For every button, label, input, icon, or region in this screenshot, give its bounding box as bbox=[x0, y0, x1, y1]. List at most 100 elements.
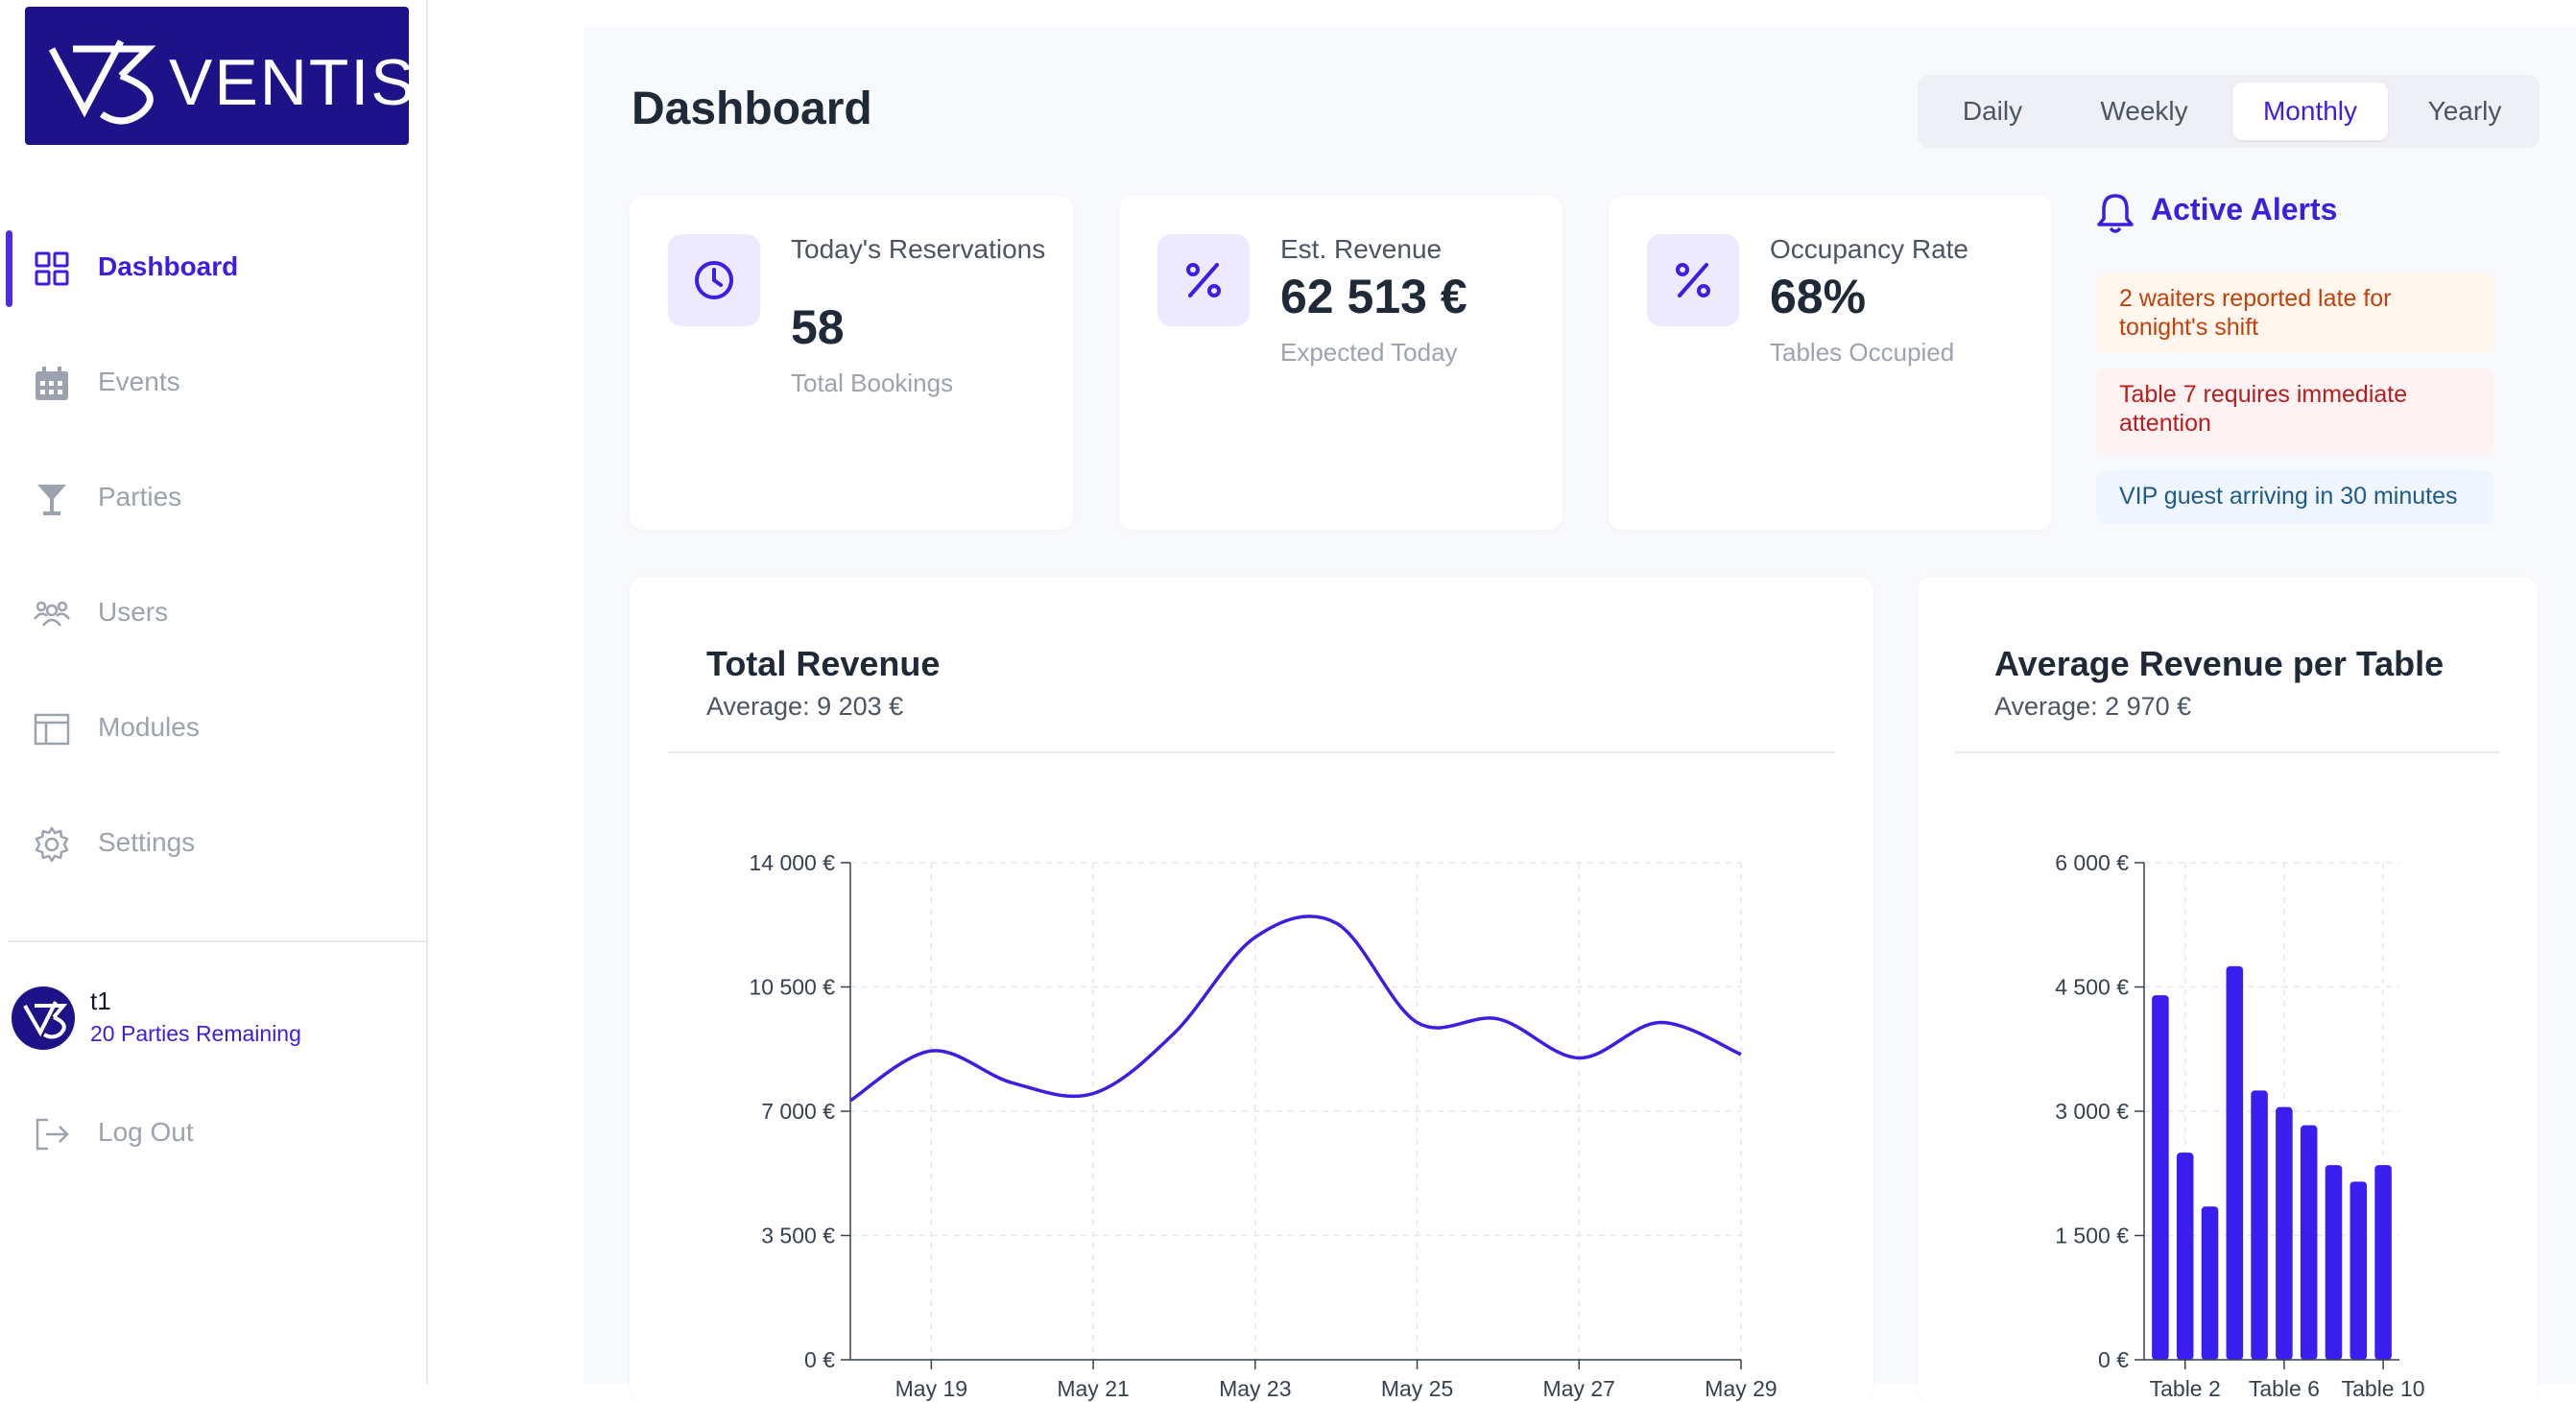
logo-mark-icon bbox=[23, 1001, 68, 1039]
sidebar-item-label: Users bbox=[98, 597, 169, 627]
alerts-title: Active Alerts bbox=[2151, 192, 2338, 226]
chart-divider bbox=[1956, 751, 2499, 753]
bar-table-10 bbox=[2374, 1165, 2392, 1360]
page-title: Dashboard bbox=[632, 83, 872, 134]
sidebar-item-label: Modules bbox=[98, 712, 200, 742]
stat-label: Est. Revenue bbox=[1280, 234, 1443, 264]
stat-label: Occupancy Rate bbox=[1770, 234, 1968, 264]
period-daily-button[interactable]: Daily bbox=[1962, 96, 2023, 126]
stat-value: 68% bbox=[1770, 270, 1867, 323]
y-tick-label: 10 500 € bbox=[749, 975, 835, 1000]
layout-icon bbox=[34, 713, 70, 746]
chart-divider bbox=[668, 751, 1835, 753]
brand-logo[interactable]: VENTIS bbox=[25, 7, 415, 145]
sidebar-item-label: Events bbox=[98, 367, 180, 396]
bar-table-2 bbox=[2176, 1152, 2194, 1360]
user-profile[interactable]: t1 20 Parties Remaining bbox=[12, 985, 415, 1052]
x-tick-label: Table 10 bbox=[2342, 1376, 2425, 1401]
stat-subtitle: Expected Today bbox=[1280, 338, 1458, 367]
percent-icon bbox=[1186, 263, 1221, 297]
y-tick-label: 6 000 € bbox=[2055, 850, 2129, 875]
chart-title: Average Revenue per Table bbox=[1994, 644, 2445, 683]
avg-revenue-table-card: Average Revenue per Table Average: 2 970… bbox=[1918, 577, 2538, 1402]
gear-icon bbox=[35, 826, 69, 863]
logout-button[interactable]: Log Out bbox=[0, 1096, 426, 1173]
y-tick-label: 4 500 € bbox=[2055, 975, 2129, 1000]
y-tick-label: 0 € bbox=[804, 1347, 835, 1372]
revenue-series-line bbox=[849, 915, 1742, 1103]
period-monthly-button[interactable]: Monthly bbox=[2232, 83, 2388, 140]
avg-revenue-table-chart: 6 000 € 4 500 € 3 000 € 1 500 € 0 € Table 2 Ta… bbox=[2055, 850, 2425, 1401]
chart-subtitle: Average: 2 970 € bbox=[1994, 692, 2192, 721]
calendar-icon bbox=[36, 367, 68, 400]
stat-card-reservations: Today's Reservations 58 Total Bookings bbox=[630, 196, 1073, 530]
y-tick-label: 7 000 € bbox=[761, 1099, 835, 1124]
y-tick-label: 14 000 € bbox=[749, 850, 835, 875]
sidebar-item-modules[interactable]: Modules bbox=[0, 691, 426, 768]
stat-value: 58 bbox=[791, 300, 845, 354]
logout-label: Log Out bbox=[98, 1117, 194, 1147]
x-tick-label: Table 2 bbox=[2150, 1376, 2221, 1401]
x-tick-label: May 23 bbox=[1219, 1376, 1291, 1401]
bell-icon bbox=[2097, 194, 2134, 233]
alert-item-danger[interactable]: Table 7 requires immediate attention bbox=[2096, 368, 2493, 455]
logout-icon bbox=[36, 1118, 69, 1151]
sidebar-item-label: Settings bbox=[98, 827, 196, 857]
main-content: Dashboard Daily Weekly Monthly Yearly To… bbox=[584, 27, 2576, 1402]
bar-table-4 bbox=[2226, 965, 2244, 1360]
bar-table-8 bbox=[2325, 1165, 2343, 1360]
total-revenue-chart: 14 000 € 10 500 € 7 000 € 3 500 € 0 € May 19 M… bbox=[749, 850, 1777, 1401]
user-name: t1 bbox=[90, 986, 111, 1015]
sidebar-item-label: Parties bbox=[98, 482, 182, 511]
stat-label: Today's Reservations bbox=[791, 234, 1046, 264]
total-revenue-card: Total Revenue Average: 9 203 € 14 000 €1… bbox=[630, 577, 1873, 1402]
stat-subtitle: Total Bookings bbox=[791, 368, 954, 397]
avatar bbox=[12, 986, 75, 1050]
x-tick-label: May 29 bbox=[1705, 1376, 1777, 1401]
active-indicator bbox=[6, 230, 12, 307]
bar-table-1 bbox=[2152, 995, 2169, 1360]
x-tick-label: Table 6 bbox=[2249, 1376, 2320, 1401]
period-weekly-button[interactable]: Weekly bbox=[2100, 96, 2188, 126]
x-tick-label: May 27 bbox=[1543, 1376, 1615, 1401]
stat-value: 62 513 € bbox=[1280, 270, 1467, 323]
chart-subtitle: Average: 9 203 € bbox=[706, 692, 904, 721]
logo-mark-icon bbox=[48, 39, 156, 125]
alert-item-warning[interactable]: 2 waiters reported late for tonight's sh… bbox=[2096, 273, 2493, 353]
bar-table-6 bbox=[2276, 1106, 2293, 1360]
sidebar-item-users[interactable]: Users bbox=[0, 576, 426, 653]
sidebar-item-settings[interactable]: Settings bbox=[0, 806, 426, 883]
stat-card-revenue: Est. Revenue 62 513 € Expected Today bbox=[1119, 196, 1562, 530]
bar-table-5 bbox=[2251, 1090, 2268, 1360]
y-tick-label: 0 € bbox=[2098, 1347, 2129, 1372]
cocktail-icon bbox=[37, 485, 66, 515]
sidebar-item-parties[interactable]: Parties bbox=[0, 461, 426, 537]
stat-subtitle: Tables Occupied bbox=[1770, 338, 1955, 367]
x-tick-label: May 21 bbox=[1057, 1376, 1129, 1401]
stat-icon-box bbox=[668, 234, 760, 326]
period-selector: Daily Weekly Monthly Yearly bbox=[1918, 75, 2540, 148]
grid-icon bbox=[35, 251, 69, 286]
bar-table-7 bbox=[2300, 1125, 2318, 1360]
bar-table-9 bbox=[2349, 1181, 2368, 1360]
alert-item-info[interactable]: VIP guest arriving in 30 minutes bbox=[2096, 470, 2493, 524]
sidebar-item-events[interactable]: Events bbox=[0, 345, 426, 422]
sidebar: VENTIS Dashboard Events Parties bbox=[0, 0, 428, 1384]
x-tick-label: May 19 bbox=[895, 1376, 967, 1401]
chart-title: Total Revenue bbox=[706, 644, 941, 683]
period-yearly-button[interactable]: Yearly bbox=[2427, 96, 2502, 126]
user-parties-remaining: 20 Parties Remaining bbox=[90, 1021, 301, 1046]
sidebar-divider bbox=[8, 940, 428, 942]
brand-name: VENTIS bbox=[169, 46, 417, 119]
stat-icon-box bbox=[1157, 234, 1250, 326]
x-tick-label: May 25 bbox=[1381, 1376, 1453, 1401]
y-tick-label: 3 500 € bbox=[761, 1224, 835, 1248]
clock-icon bbox=[695, 261, 733, 299]
stat-icon-box bbox=[1647, 234, 1739, 326]
stat-card-occupancy: Occupancy Rate 68% Tables Occupied bbox=[1609, 196, 2052, 530]
bar-table-3 bbox=[2201, 1206, 2219, 1360]
users-icon bbox=[34, 601, 70, 627]
percent-icon bbox=[1676, 263, 1710, 297]
sidebar-item-dashboard[interactable]: Dashboard bbox=[0, 230, 426, 307]
y-tick-label: 3 000 € bbox=[2055, 1099, 2129, 1124]
